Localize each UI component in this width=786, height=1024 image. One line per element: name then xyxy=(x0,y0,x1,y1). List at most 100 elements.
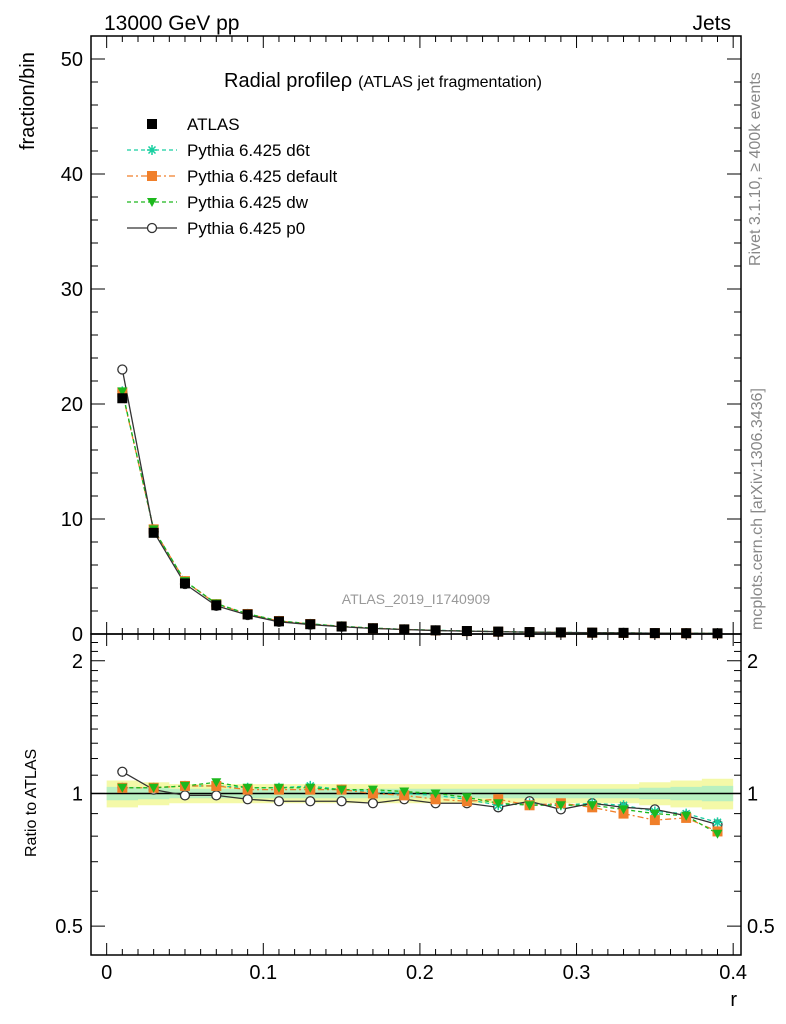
point-dw xyxy=(305,783,316,793)
y-tick-label-right: 2 xyxy=(747,651,758,673)
y-tick-label: 1 xyxy=(72,783,83,805)
point-atlas xyxy=(242,609,253,620)
point-d6t xyxy=(618,800,629,811)
legend-marker-atlas xyxy=(147,119,157,129)
series-line-default xyxy=(122,785,718,833)
x-tick-label: 0.4 xyxy=(719,962,747,984)
point-p0 xyxy=(273,796,285,807)
point-dw xyxy=(148,783,159,793)
point-atlas xyxy=(555,627,566,638)
legend-label-atlas: ATLAS xyxy=(187,115,240,134)
x-tick-label: 0 xyxy=(101,962,112,984)
point-atlas xyxy=(681,628,692,639)
point-atlas xyxy=(273,616,284,627)
main-title-symbol: ρ xyxy=(341,70,352,92)
x-tick-label: 0.2 xyxy=(406,962,434,984)
legend-label-dw: Pythia 6.425 dw xyxy=(187,193,309,212)
x-axis-label: r xyxy=(730,989,737,1011)
series-line-p0 xyxy=(122,771,718,826)
series-line-p0 xyxy=(121,369,718,635)
point-atlas xyxy=(179,578,190,589)
y-tick-label: 50 xyxy=(61,49,83,71)
watermark: ATLAS_2019_I1740909 xyxy=(342,591,491,607)
x-tick-label: 0.1 xyxy=(249,962,277,984)
y-tick-label: 30 xyxy=(61,279,83,301)
point-dw xyxy=(179,781,190,791)
point-atlas xyxy=(367,623,378,634)
point-dw xyxy=(524,801,535,811)
point-d6t xyxy=(712,817,723,828)
y-tick-label-right: 0.5 xyxy=(747,916,775,938)
point-dw xyxy=(712,829,723,839)
point-p0 xyxy=(211,790,222,801)
point-dw xyxy=(430,789,441,799)
side-mcplots: mcplots.cern.ch [arXiv:1306.3436] xyxy=(749,388,766,630)
point-dw xyxy=(618,805,629,815)
point-dw xyxy=(555,801,566,811)
point-atlas xyxy=(117,393,128,404)
main-title: Radial profileρ (ATLAS jet fragmentation) xyxy=(224,70,542,92)
point-p0 xyxy=(305,796,316,807)
main-y-label: fraction/bin xyxy=(17,52,39,150)
main-subtitle: (ATLAS jet fragmentation) xyxy=(358,74,542,91)
point-atlas xyxy=(305,619,316,630)
series-line-dw xyxy=(122,781,718,835)
point-atlas xyxy=(399,624,410,635)
point-atlas xyxy=(461,626,472,637)
point-dw xyxy=(649,809,660,819)
side-rivet: Rivet 3.1.10, ≥ 400k events xyxy=(747,72,764,266)
point-dw xyxy=(461,793,472,803)
point-dw xyxy=(399,787,410,797)
point-p0 xyxy=(367,798,379,809)
point-dw xyxy=(367,785,378,795)
legend-marker-default xyxy=(147,171,157,181)
legend-label-default: Pythia 6.425 default xyxy=(187,167,338,186)
point-dw xyxy=(587,801,598,811)
ratio-panel: Ratio to ATLAS r 0 0.1 0.2 0.3 0.4 0.5 0.5 1 1 2 2 xyxy=(23,633,775,1011)
point-atlas xyxy=(524,627,535,638)
point-atlas xyxy=(430,625,441,636)
legend-label-d6t: Pythia 6.425 d6t xyxy=(187,141,310,160)
point-dw xyxy=(681,811,692,821)
point-atlas xyxy=(148,527,159,538)
point-dw xyxy=(242,783,253,793)
ratio-frame xyxy=(90,633,742,956)
point-dw xyxy=(493,799,504,809)
point-atlas xyxy=(336,621,347,632)
point-atlas xyxy=(649,628,660,639)
point-default xyxy=(430,794,441,805)
y-tick-label: 10 xyxy=(61,509,83,531)
point-p0 xyxy=(242,794,253,805)
legend-marker-p0 xyxy=(146,222,158,234)
legend-marker-d6t xyxy=(147,145,157,155)
header-right: Jets xyxy=(692,12,731,35)
main-panel: Radial profileρ (ATLAS jet fragmentation)… xyxy=(17,35,742,646)
y-tick-label: 0 xyxy=(72,624,83,646)
point-atlas xyxy=(211,600,222,611)
x-tick-label: 0.3 xyxy=(563,962,591,984)
point-p0 xyxy=(336,796,347,807)
point-dw xyxy=(117,783,128,793)
main-title-text: Radial profile xyxy=(224,70,341,92)
point-atlas xyxy=(587,627,598,638)
y-tick-label: 2 xyxy=(72,651,83,673)
point-atlas xyxy=(618,627,629,638)
point-p0 xyxy=(117,364,128,375)
point-dw xyxy=(336,785,347,795)
header-left: 13000 GeV pp xyxy=(104,12,239,35)
legend: ATLAS Pythia 6.425 d6t Pythia 6.425 defaul… xyxy=(127,115,338,238)
point-p0 xyxy=(179,790,191,801)
point-p0 xyxy=(117,766,128,777)
y-tick-label-right: 1 xyxy=(747,783,758,805)
ratio-y-label: Ratio to ATLAS xyxy=(23,749,40,857)
point-dw xyxy=(273,783,284,793)
y-tick-label: 20 xyxy=(61,394,83,416)
point-default xyxy=(649,815,660,826)
y-tick-label: 40 xyxy=(61,164,83,186)
point-dw xyxy=(117,387,128,397)
point-atlas xyxy=(493,626,504,637)
legend-label-p0: Pythia 6.425 p0 xyxy=(187,219,305,238)
point-dw xyxy=(211,778,222,788)
legend-marker-dw xyxy=(147,198,157,207)
